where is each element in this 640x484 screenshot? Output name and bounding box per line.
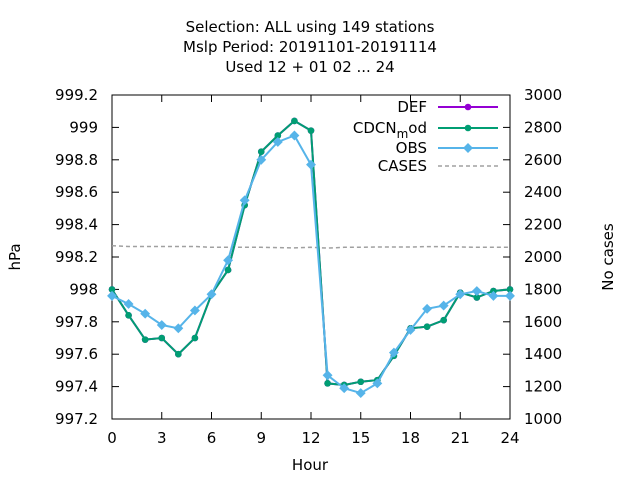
data-point-obs	[405, 324, 416, 335]
chart-title: Selection: ALL using 149 stations Mslp P…	[183, 18, 437, 76]
y2-tick-label: 2400	[524, 183, 562, 201]
data-point-cdcn-mod	[324, 380, 331, 387]
y-tick-label: 997.6	[55, 345, 98, 363]
data-point-cdcn-mod	[175, 350, 182, 358]
data-point-obs	[372, 378, 383, 389]
y-tick-label: 999.2	[55, 86, 98, 104]
data-point-obs	[488, 290, 499, 301]
data-point-obs	[206, 289, 217, 300]
data-point-obs	[505, 290, 515, 301]
data-point-obs	[438, 300, 449, 311]
data-point-cdcn-mod	[440, 316, 447, 324]
x-tick-label: 21	[451, 429, 470, 447]
data-point-obs	[388, 347, 399, 358]
y-tick-label: 997.8	[55, 313, 98, 331]
data-point-cdcn-mod	[274, 132, 282, 139]
data-point-obs	[306, 159, 316, 170]
data-point-obs	[239, 195, 250, 206]
y-tick-label: 998	[69, 280, 98, 298]
y-tick-label: 997.4	[55, 378, 98, 396]
x-tick-label: 15	[351, 429, 370, 447]
data-point-obs	[289, 130, 300, 141]
data-point-obs	[189, 305, 200, 316]
data-point-obs	[107, 290, 117, 301]
y-tick-label: 997.2	[55, 410, 98, 428]
data-point-obs	[140, 308, 151, 319]
x-tick-label: 3	[157, 429, 167, 447]
x-tick-label: 24	[500, 429, 519, 447]
y2-tick-label: 2600	[524, 151, 562, 169]
data-point-cdcn-mod	[141, 336, 149, 343]
legend-marker	[464, 124, 472, 132]
data-point-obs	[256, 154, 267, 165]
data-point-obs	[471, 286, 482, 296]
data-point-obs	[123, 299, 134, 309]
y2-tick-label: 2200	[524, 216, 562, 234]
y-tick-label: 998.6	[55, 183, 98, 201]
y-tick-label: 998.8	[55, 151, 98, 169]
y2-axis-label: No cases	[599, 223, 617, 291]
data-point-obs	[272, 137, 283, 147]
data-point-cdcn-mod	[191, 334, 199, 342]
data-point-obs	[422, 303, 433, 314]
data-point-cdcn-mod	[357, 378, 365, 386]
data-point-cdcn-mod	[291, 117, 298, 125]
axes: 0 3 6 9 12 15 18 21 24 997.2 997.4 997.6 997.8 998 998…	[55, 86, 562, 447]
data-point-cdcn-mod	[108, 286, 116, 293]
y2-tick-label: 1400	[524, 345, 562, 363]
x-tick-label: 6	[207, 429, 217, 447]
data-point-obs	[322, 370, 333, 381]
data-point-cdcn-mod	[125, 312, 132, 319]
y2-tick-label: 1000	[524, 410, 562, 428]
y-tick-label: 998.4	[55, 216, 98, 234]
data-point-cdcn-mod	[473, 294, 481, 301]
x-tick-label: 0	[107, 429, 117, 447]
legend-label: DEF	[397, 98, 427, 116]
title-line-1: Selection: ALL using 149 stations	[186, 18, 435, 36]
series	[107, 117, 515, 399]
x-tick-label: 9	[256, 429, 266, 447]
data-point-obs	[455, 289, 466, 300]
legend-label: OBS	[396, 139, 427, 157]
data-point-obs	[223, 255, 234, 266]
x-tick-label: 18	[401, 429, 420, 447]
data-point-cdcn-mod	[158, 334, 166, 342]
legend-label: CDCNmod	[353, 119, 427, 141]
data-point-obs	[355, 388, 366, 399]
y-axis-label: hPa	[6, 243, 24, 270]
data-point-cdcn-mod	[506, 286, 514, 293]
y-tick-label: 998.2	[55, 248, 98, 266]
y2-tick-label: 1200	[524, 378, 562, 396]
x-tick-label: 12	[301, 429, 320, 447]
data-point-cdcn-mod	[257, 148, 265, 155]
data-point-cdcn-mod	[423, 323, 431, 330]
y2-tick-label: 2800	[524, 118, 562, 136]
y2-tick-label: 3000	[524, 86, 562, 104]
data-point-cdcn-mod	[224, 266, 232, 274]
data-point-obs	[156, 320, 167, 330]
data-point-obs	[173, 323, 184, 334]
title-line-3: Used 12 + 01 02 ... 24	[225, 58, 394, 76]
y-tick-label: 999	[69, 118, 98, 136]
legend-label: CASES	[378, 157, 427, 175]
y2-tick-label: 1800	[524, 280, 562, 298]
legend-marker	[464, 103, 472, 111]
legend-marker	[463, 143, 473, 153]
x-axis-label: Hour	[292, 456, 329, 474]
series-line-obs	[111, 134, 510, 395]
data-point-obs	[339, 383, 350, 394]
y2-tick-label: 2000	[524, 248, 562, 266]
title-line-2: Mslp Period: 20191101-20191114	[183, 38, 437, 56]
y2-tick-label: 1600	[524, 313, 562, 331]
series-line-cases	[111, 244, 510, 249]
data-point-cdcn-mod	[307, 127, 315, 134]
